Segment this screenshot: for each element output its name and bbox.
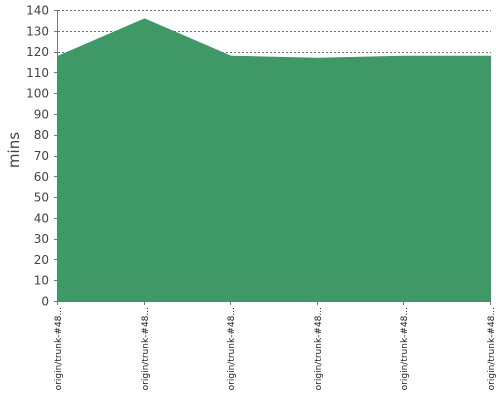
x-tick-label: origin/trunk-#48... bbox=[227, 307, 237, 390]
y-tick-label: 80 bbox=[34, 128, 49, 142]
y-axis-title: mins bbox=[5, 132, 23, 168]
x-tick-label: origin/trunk-#48... bbox=[141, 307, 151, 390]
x-tick-labels: origin/trunk-#48... origin/trunk-#48... or… bbox=[54, 301, 497, 390]
x-tick-label: origin/trunk-#48... bbox=[314, 307, 324, 390]
y-tick-label: 120 bbox=[26, 45, 49, 59]
y-tick-label: 50 bbox=[34, 191, 49, 205]
y-tick-label: 100 bbox=[26, 87, 49, 101]
y-tick-label: 140 bbox=[26, 4, 49, 18]
y-tick-label: 40 bbox=[34, 211, 49, 225]
x-tick-label: origin/trunk-#48... bbox=[487, 307, 497, 390]
y-tick-labels: 0 10 20 30 40 50 60 70 80 90 100 110 120 130 140 bbox=[26, 4, 58, 309]
x-tick-label: origin/trunk-#48... bbox=[54, 307, 64, 390]
y-tick-label: 0 bbox=[41, 295, 49, 309]
y-tick-label: 20 bbox=[34, 253, 49, 267]
y-tick-label: 60 bbox=[34, 170, 49, 184]
y-tick-label: 90 bbox=[34, 107, 49, 121]
x-tick-label: origin/trunk-#48... bbox=[400, 307, 410, 390]
area-fill bbox=[58, 18, 491, 302]
y-tick-label: 110 bbox=[26, 66, 49, 80]
area-series bbox=[57, 18, 492, 302]
y-tick-label: 10 bbox=[34, 274, 49, 288]
y-tick-label: 70 bbox=[34, 149, 49, 163]
y-tick-label: 30 bbox=[34, 232, 49, 246]
y-tick-label: 130 bbox=[26, 24, 49, 38]
